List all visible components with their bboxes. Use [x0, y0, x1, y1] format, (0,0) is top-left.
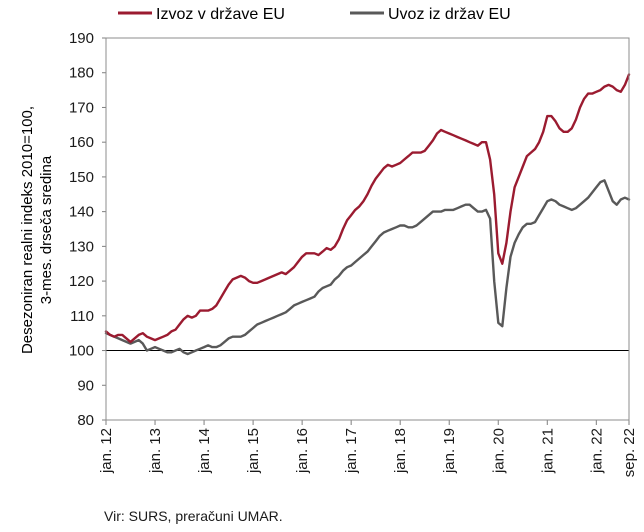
legend: Izvoz v države EU Uvoz iz držav EU	[118, 6, 511, 23]
y-tick-label: 120	[69, 273, 94, 290]
y-tick-label: 140	[69, 204, 94, 221]
y-tick-label: 170	[69, 99, 94, 116]
legend-label-export: Izvoz v države EU	[156, 6, 285, 23]
x-tick-label: jan. 17	[343, 428, 360, 474]
x-tick-label: jan. 13	[147, 428, 164, 474]
source-note: Vir: SURS, preračuni UMAR.	[104, 508, 283, 524]
x-tick-label: jan. 22	[588, 428, 605, 474]
y-tick-label: 130	[69, 238, 94, 255]
y-axis-title-line-1: Desezoniran realni indeks 2010=100,	[19, 106, 36, 354]
y-tick-label: 150	[69, 169, 94, 186]
x-tick-label: jan. 19	[441, 428, 458, 474]
y-axis-title-line-2: 3-mes. drseča sredina	[38, 155, 55, 304]
legend-label-import: Uvoz iz držav EU	[388, 6, 511, 23]
series-line-export	[104, 73, 631, 344]
x-tick-label: jan. 15	[245, 428, 262, 474]
x-tick-label: jan. 18	[392, 428, 409, 474]
plot-area: 80 90 100 110 120 130 140 150 160 170 180 190 jan. 1…	[69, 30, 638, 477]
y-tick-label: 80	[77, 412, 94, 429]
x-tick-label: jan. 14	[196, 428, 213, 474]
y-tick-label: 190	[69, 30, 94, 47]
y-axis-title: Desezoniran realni indeks 2010=100, 3-me…	[19, 106, 55, 354]
plot-frame	[105, 37, 630, 421]
x-tick-label: jan. 20	[490, 428, 507, 474]
x-tick-label: jan. 21	[539, 428, 556, 474]
y-tick-label: 180	[69, 65, 94, 82]
x-tick-label: sep. 22	[621, 428, 638, 477]
y-tick-label: 110	[70, 308, 94, 325]
x-tick-label: jan. 16	[294, 428, 311, 474]
series-line-import	[104, 179, 631, 356]
x-tick-label: jan. 12	[98, 428, 115, 474]
y-tick-label: 160	[69, 134, 94, 151]
y-tick-label: 90	[77, 377, 94, 394]
y-tick-label: 100	[69, 343, 94, 360]
